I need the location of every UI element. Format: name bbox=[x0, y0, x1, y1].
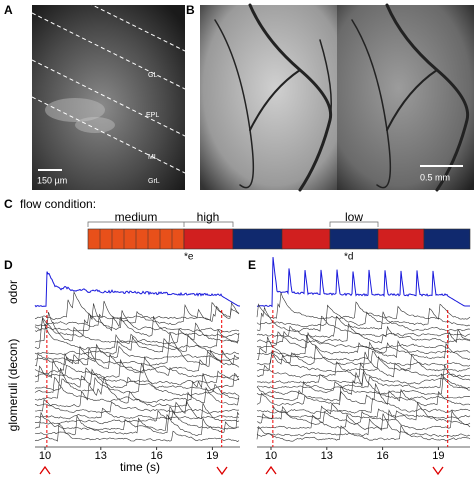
odor-trace bbox=[34, 271, 240, 308]
odor-markers bbox=[39, 465, 444, 476]
glomerulus-trace bbox=[256, 364, 471, 385]
x-tick-label: 16 bbox=[376, 450, 388, 462]
scale-label: 150 µm bbox=[37, 175, 67, 185]
glomerulus-trace bbox=[34, 362, 240, 396]
x-tick-label: 10 bbox=[265, 450, 277, 462]
glomerulus-trace bbox=[256, 306, 471, 332]
glomerulus-trace bbox=[256, 345, 471, 367]
flow-bar bbox=[87, 221, 471, 250]
glomerulus-trace bbox=[256, 372, 471, 391]
glomerulus-trace bbox=[34, 422, 240, 442]
panel-label: D bbox=[4, 258, 13, 272]
x-tick-label: 16 bbox=[150, 450, 162, 462]
y-label: glomeruli (decon) bbox=[6, 339, 20, 432]
scale-label: 0.5 mm bbox=[420, 172, 450, 182]
layer-label: EPL bbox=[146, 112, 159, 119]
x-tick-label: 13 bbox=[95, 450, 107, 462]
glomerulus-trace bbox=[256, 292, 471, 320]
layer-boundaries bbox=[32, 5, 185, 174]
glomerulus-trace bbox=[34, 376, 240, 408]
panel-title: flow condition: bbox=[20, 197, 96, 211]
odor-trace bbox=[256, 257, 470, 308]
layer-label: ML bbox=[148, 154, 158, 161]
glomerulus-trace bbox=[256, 388, 471, 407]
glomerulus-trace bbox=[34, 334, 240, 356]
glomerulus-trace bbox=[256, 413, 471, 437]
panel-label: A bbox=[4, 3, 13, 17]
y-label: odor bbox=[6, 280, 20, 304]
glomerulus-trace bbox=[256, 376, 471, 396]
glomerulus-trace bbox=[256, 351, 471, 378]
glomerulus-trace bbox=[34, 318, 240, 350]
glomerulus-trace bbox=[34, 359, 240, 386]
panel-label: B bbox=[186, 3, 195, 17]
panel-label: C bbox=[4, 197, 13, 211]
panel-label: E bbox=[248, 258, 256, 272]
glomerulus-trace bbox=[34, 300, 240, 327]
glomerulus-trace bbox=[257, 403, 471, 420]
traces: 10 13 16 19 10 13 16 19 bbox=[34, 257, 471, 462]
layer-label: GL bbox=[148, 72, 157, 79]
glomerulus-trace bbox=[256, 325, 471, 338]
glomerulus-trace bbox=[34, 368, 240, 391]
glomerulus-trace bbox=[34, 290, 240, 321]
x-tick-label: 19 bbox=[432, 450, 444, 462]
marker-label: *d bbox=[344, 252, 353, 263]
x-tick-label: 13 bbox=[321, 450, 333, 462]
x-tick-label: 10 bbox=[39, 450, 51, 462]
glomerulus-trace bbox=[34, 373, 240, 403]
glomerulus-trace bbox=[256, 424, 471, 442]
glomerulus-trace bbox=[34, 347, 240, 375]
glomerulus-trace bbox=[256, 336, 471, 362]
glomerulus-trace bbox=[34, 398, 240, 414]
marker-label: *e bbox=[184, 252, 194, 263]
glomerulus-trace bbox=[256, 304, 471, 328]
glomerulus-trace bbox=[34, 409, 239, 431]
glomerulus-trace bbox=[257, 335, 471, 357]
x-tick-label: 19 bbox=[206, 450, 218, 462]
glomerulus-trace bbox=[256, 371, 471, 402]
glomerulus-trace bbox=[256, 409, 471, 431]
glomerulus-trace bbox=[34, 310, 240, 333]
glomerulus-trace bbox=[34, 356, 240, 379]
glomerulus-trace bbox=[34, 312, 240, 345]
glomerulus-trace bbox=[34, 399, 240, 425]
condition-label: high bbox=[197, 210, 220, 224]
glomerulus-trace bbox=[256, 322, 471, 344]
condition-label: low bbox=[345, 210, 363, 224]
glomerulus-trace bbox=[256, 401, 471, 426]
glomerulus-trace bbox=[34, 411, 240, 437]
layer-label: GrL bbox=[148, 178, 160, 185]
condition-label: medium bbox=[115, 210, 158, 224]
glomerulus-trace bbox=[34, 303, 240, 338]
glomerulus-trace bbox=[256, 382, 471, 414]
x-label: time (s) bbox=[120, 460, 160, 474]
vessels bbox=[214, 3, 470, 192]
glomerulus-trace bbox=[34, 407, 240, 420]
